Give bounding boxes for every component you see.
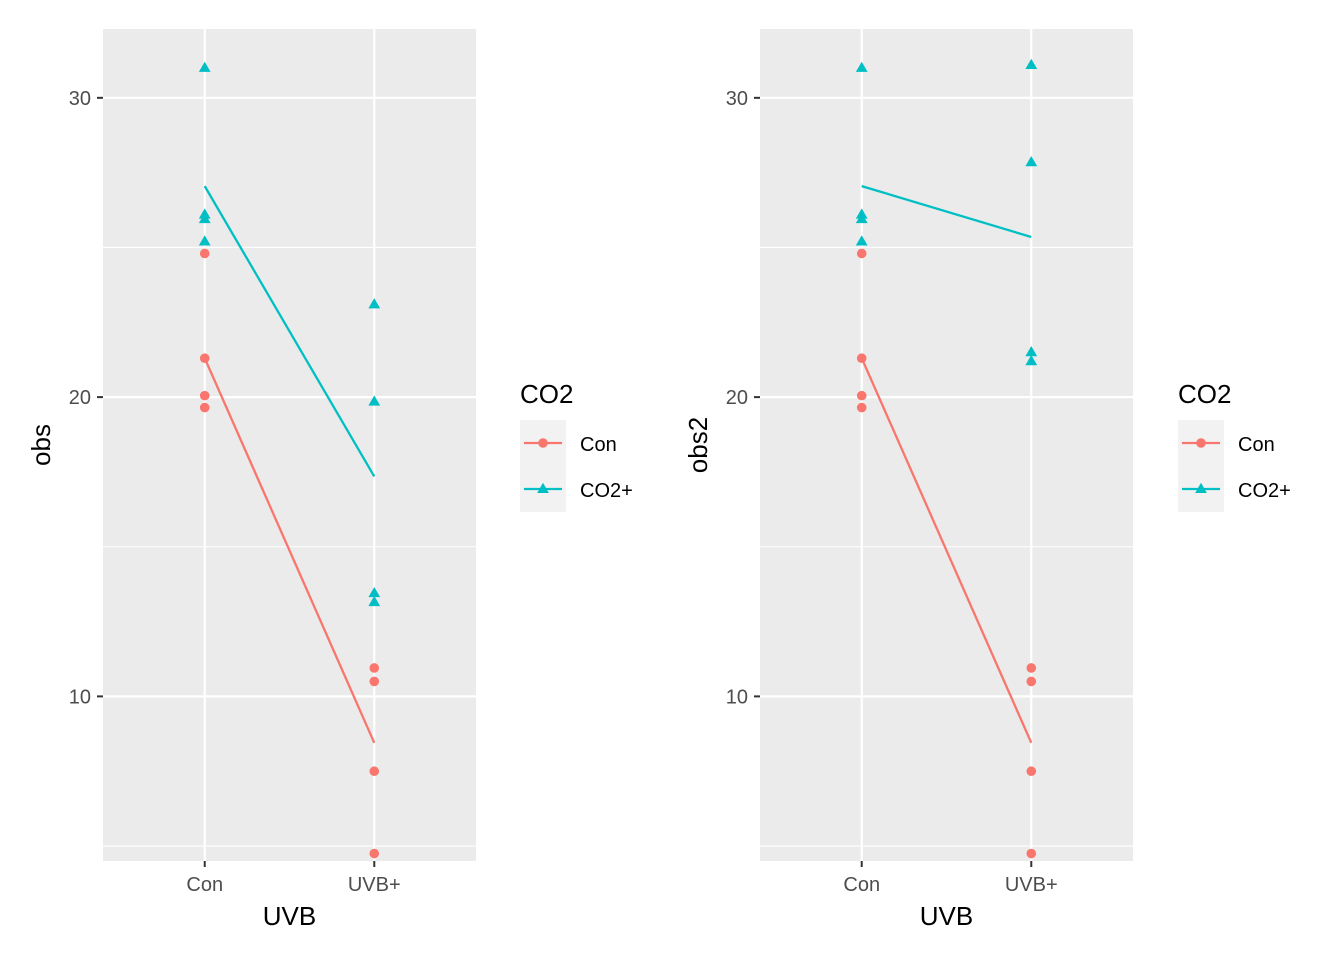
y-tick-label: 20	[726, 387, 748, 409]
legend-label-con: Con	[1238, 434, 1275, 456]
y-tick-label: 10	[69, 686, 91, 708]
data-point-co2plus	[368, 586, 381, 598]
data-point-co2plus	[368, 395, 381, 406]
data-point-con	[856, 353, 867, 364]
plot-area	[754, 29, 1133, 867]
data-point-con	[856, 248, 867, 259]
legend-title: CO2	[520, 379, 573, 409]
data-point-co2plus	[368, 595, 381, 607]
series-line-con	[203, 357, 376, 744]
x-axis-title: UVB	[263, 901, 316, 931]
data-point-co2plus	[368, 298, 381, 309]
x-tick-label: Con	[843, 874, 880, 896]
data-point-co2plus	[198, 212, 211, 224]
panel-background	[760, 29, 1133, 861]
legend-label-co2plus: CO2+	[580, 480, 633, 502]
data-point-con	[199, 353, 210, 364]
data-point-co2plus	[198, 235, 211, 246]
data-point-co2plus	[855, 235, 868, 246]
y-tick-label: 20	[69, 387, 91, 409]
data-point-con	[199, 402, 210, 413]
legend-title: CO2	[1178, 379, 1231, 409]
data-point-co2plus	[1025, 155, 1038, 167]
legend-label-co2plus: CO2+	[1238, 480, 1291, 502]
y-tick-label: 30	[726, 88, 748, 110]
legend-marker-co2plus	[1195, 482, 1207, 494]
y-axis-title: obs2	[683, 417, 713, 473]
chart-panel-obs2: UVB obs2 CO2 Con CO2+ 10 20 30 Con UVB+	[683, 29, 1291, 931]
data-point-con	[1026, 663, 1037, 673]
legend-label-con: Con	[580, 434, 617, 456]
data-point-co2plus	[198, 61, 211, 72]
data-point-con	[1026, 766, 1037, 777]
data-point-co2plus	[1025, 346, 1038, 357]
data-point-con	[199, 248, 210, 259]
plot-area	[97, 29, 476, 867]
y-axis-title: obs	[26, 424, 56, 466]
data-point-con	[369, 663, 380, 673]
x-axis-title: UVB	[920, 901, 973, 931]
series-line-con	[860, 357, 1033, 744]
data-point-co2plus	[1025, 58, 1038, 69]
data-point-con	[856, 390, 867, 401]
data-point-con	[1026, 676, 1037, 687]
data-point-con	[1026, 848, 1037, 859]
series-line-co2plus	[203, 185, 376, 478]
legend-marker-con	[538, 438, 548, 448]
x-tick-label: UVB+	[348, 874, 401, 896]
data-point-con	[369, 766, 380, 777]
legend-marker-con	[1196, 438, 1206, 448]
legend-marker-co2plus	[537, 482, 549, 494]
panel-background	[103, 29, 476, 861]
data-point-co2plus	[1025, 355, 1038, 366]
data-point-con	[199, 390, 210, 401]
x-tick-label: Con	[186, 874, 223, 896]
y-tick-label: 10	[726, 686, 748, 708]
data-point-con	[369, 848, 380, 859]
chart-panel-obs: UVB obs CO2 Con CO2+ 10 20 30 Con UVB+	[26, 29, 633, 931]
data-point-co2plus	[855, 212, 868, 224]
x-tick-label: UVB+	[1005, 874, 1058, 896]
series-line-co2plus	[861, 185, 1032, 239]
data-point-co2plus	[855, 61, 868, 72]
data-point-con	[856, 402, 867, 413]
y-tick-label: 30	[69, 88, 91, 110]
data-point-con	[369, 676, 380, 687]
